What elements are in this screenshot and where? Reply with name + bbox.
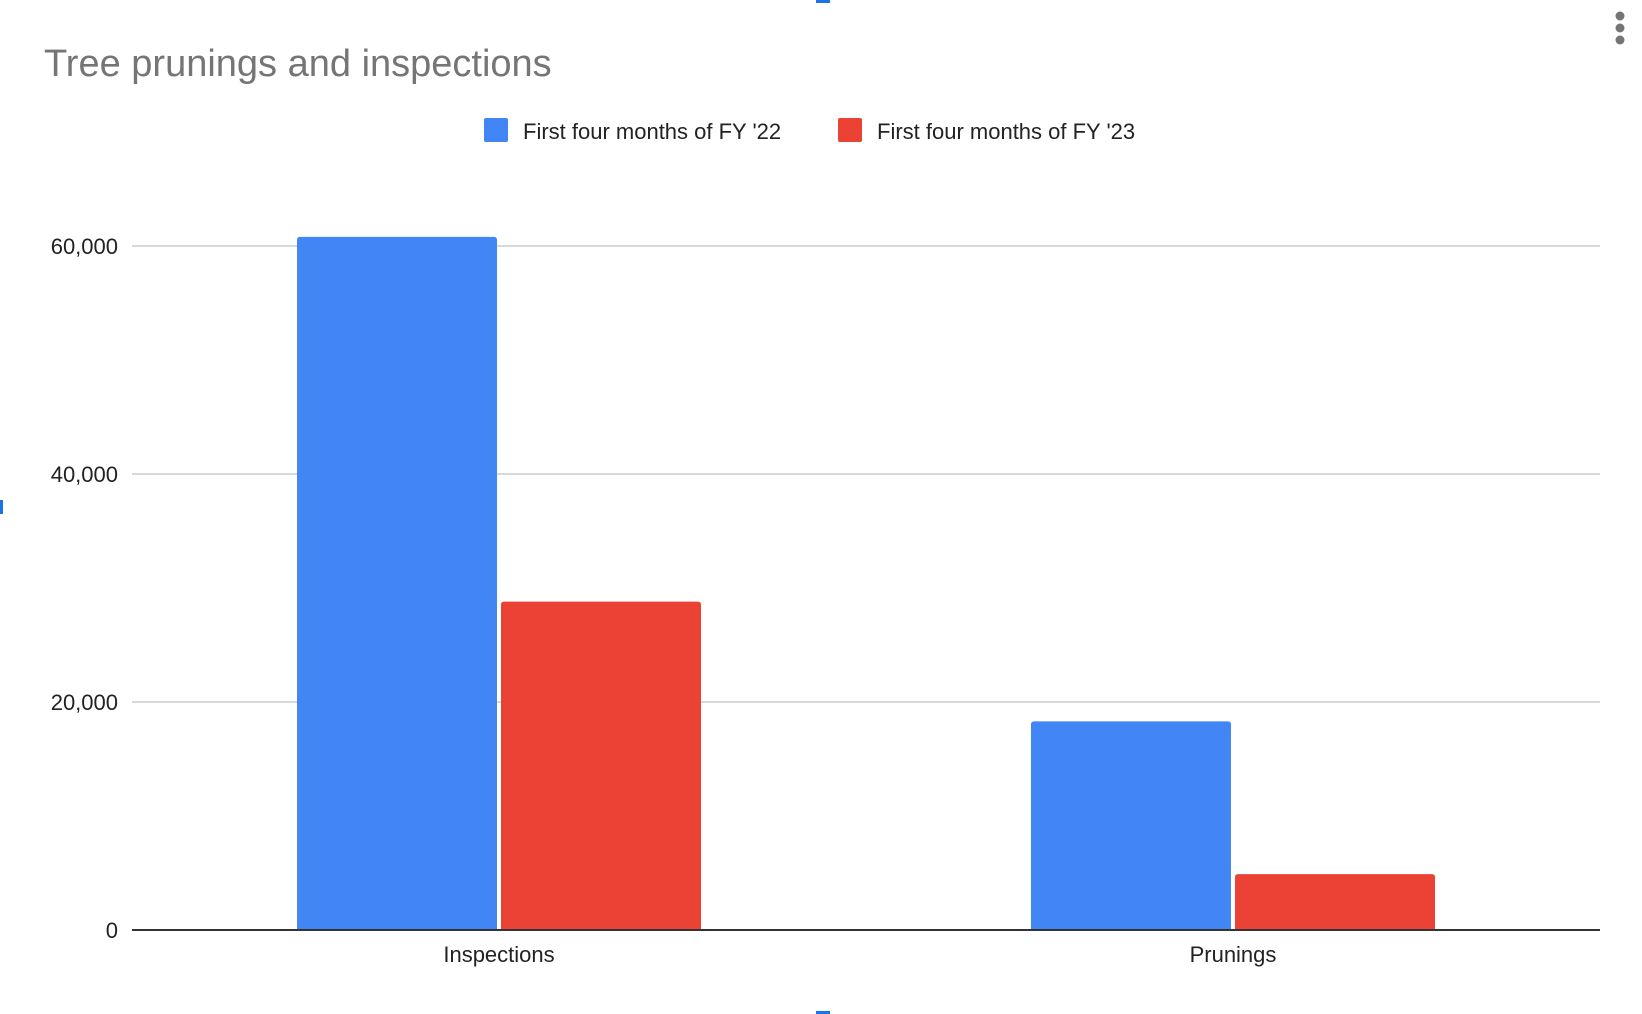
chart-title: Tree prunings and inspections bbox=[44, 43, 552, 85]
bar-prunings-series-2[interactable] bbox=[1235, 874, 1435, 930]
x-axis-labels: Inspections Prunings bbox=[443, 942, 1276, 967]
left-resize-handle[interactable] bbox=[0, 500, 3, 514]
bar-prunings-series-1[interactable] bbox=[1031, 721, 1231, 930]
legend-label-fy22: First four months of FY '22 bbox=[523, 119, 781, 144]
x-category-label: Prunings bbox=[1190, 942, 1277, 967]
y-tick-label: 20,000 bbox=[51, 690, 118, 715]
bar-inspections-series-1[interactable] bbox=[297, 236, 497, 930]
y-tick-label: 60,000 bbox=[51, 234, 118, 259]
bar-inspections-series-2[interactable] bbox=[501, 601, 701, 930]
y-axis-ticks: 0 20,000 40,000 60,000 bbox=[51, 234, 118, 943]
y-tick-label: 0 bbox=[106, 918, 118, 943]
legend-swatch-fy22 bbox=[484, 118, 508, 142]
bars bbox=[297, 236, 1435, 930]
legend: First four months of FY '22 First four m… bbox=[484, 118, 1135, 144]
legend-swatch-fy23 bbox=[838, 118, 862, 142]
more-vertical-icon[interactable] bbox=[1615, 11, 1625, 45]
x-category-label: Inspections bbox=[443, 942, 554, 967]
bottom-resize-handle[interactable] bbox=[816, 1011, 830, 1014]
y-tick-label: 40,000 bbox=[51, 462, 118, 487]
top-resize-handle[interactable] bbox=[816, 0, 830, 3]
legend-label-fy23: First four months of FY '23 bbox=[877, 119, 1135, 144]
